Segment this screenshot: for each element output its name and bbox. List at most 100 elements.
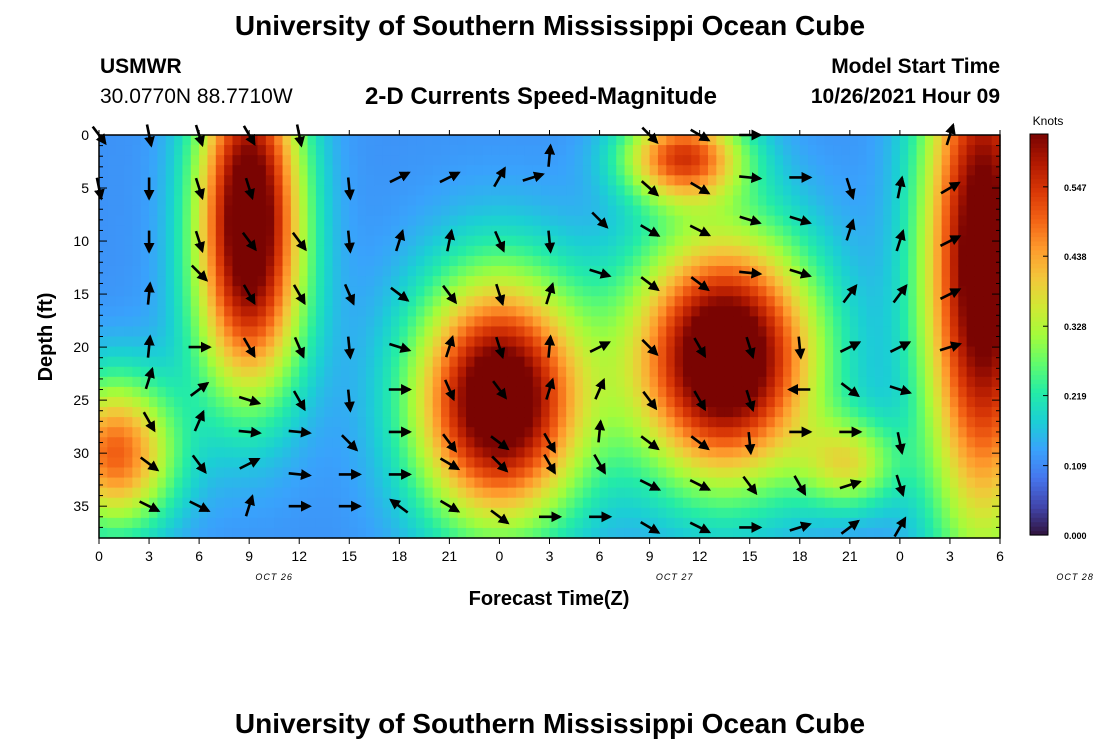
heatmap-cell (599, 235, 609, 247)
heatmap-cell (424, 487, 434, 499)
heatmap-cell (791, 306, 801, 317)
heatmap-cell (949, 507, 959, 519)
heatmap-cell (416, 437, 425, 448)
heatmap-cell (941, 195, 951, 207)
heatmap-cell (107, 276, 117, 287)
heatmap-cell (274, 376, 284, 388)
heatmap-cell (699, 245, 709, 257)
heatmap-cell (474, 175, 484, 186)
heatmap-cell (866, 265, 876, 277)
heatmap-cell (107, 517, 117, 529)
heatmap-cell (983, 135, 993, 146)
heatmap-cell (574, 165, 584, 176)
heatmap-cell (315, 477, 325, 489)
y-tick-label: 35 (73, 498, 89, 514)
heatmap-cell (524, 235, 534, 247)
heatmap-cell (991, 185, 1001, 197)
heatmap-cell (749, 296, 759, 307)
heatmap-cell (708, 255, 717, 267)
heatmap-cell (733, 235, 742, 247)
heatmap-cell (958, 447, 968, 458)
heatmap-cell (257, 467, 267, 479)
heatmap-cell (641, 286, 651, 297)
heatmap-cell (524, 467, 534, 479)
heatmap-cell (182, 407, 192, 418)
heatmap-cell (941, 356, 951, 368)
heatmap-cell (733, 396, 742, 408)
heatmap-cell (324, 527, 334, 539)
heatmap-cell (874, 286, 884, 297)
heatmap-cell (699, 205, 709, 217)
heatmap-cell (607, 336, 617, 348)
heatmap-cell (182, 155, 192, 166)
heatmap-cell (407, 407, 417, 418)
current-vector (892, 283, 908, 304)
heatmap-cell (899, 205, 909, 217)
heatmap-cell (290, 336, 300, 348)
heatmap-cell (557, 235, 567, 247)
heatmap-cell (432, 507, 442, 519)
heatmap-cell (666, 497, 676, 509)
heatmap-cell (290, 407, 300, 418)
heatmap-cell (933, 205, 943, 217)
heatmap-cell (632, 185, 642, 197)
heatmap-cell (357, 195, 367, 207)
colorbar-tick-label: 0.109 (1064, 462, 1087, 472)
heatmap-cell (582, 276, 592, 287)
heatmap-cell (390, 135, 400, 146)
heatmap-cell (641, 326, 651, 338)
heatmap-cell (607, 265, 617, 277)
heatmap-cell (949, 205, 959, 217)
heatmap-cell (516, 376, 526, 388)
heatmap-cell (841, 145, 851, 156)
heatmap-cell (799, 255, 809, 267)
heatmap-cell (899, 366, 909, 378)
heatmap-cell (682, 296, 692, 307)
heatmap-cell (874, 306, 884, 317)
heatmap-cell (390, 195, 400, 207)
heatmap-cell (632, 296, 642, 307)
heatmap-cell (649, 356, 659, 368)
current-vector (291, 231, 307, 252)
heatmap-cell (157, 467, 167, 479)
heatmap-cell (265, 265, 275, 277)
heatmap-cell (132, 366, 142, 378)
heatmap-cell (424, 336, 434, 348)
heatmap-cell (582, 497, 592, 509)
heatmap-cell (733, 135, 742, 146)
heatmap-cell (507, 366, 517, 378)
heatmap-cell (132, 477, 142, 489)
heatmap-cell (774, 407, 784, 418)
heatmap-cell (808, 417, 818, 428)
heatmap-cell (432, 386, 442, 398)
heatmap-cell (407, 235, 417, 247)
heatmap-cell (691, 427, 701, 438)
heatmap-cell (165, 215, 175, 227)
heatmap-cell (115, 215, 125, 227)
heatmap-cell (983, 195, 993, 207)
heatmap-cell (499, 276, 509, 287)
heatmap-cell (149, 396, 158, 408)
colorbar-step (1030, 191, 1048, 197)
heatmap-cell (924, 215, 934, 227)
heatmap-cell (883, 155, 893, 166)
colorbar-step (1030, 303, 1048, 309)
heatmap-cell (449, 205, 459, 217)
heatmap-cell (708, 427, 717, 438)
heatmap-cell (374, 487, 384, 499)
heatmap-cell (149, 376, 158, 388)
heatmap-cell (232, 265, 242, 277)
heatmap-cell (474, 497, 484, 509)
heatmap-cell (657, 145, 667, 156)
heatmap-cell (107, 346, 117, 358)
heatmap-cell (783, 265, 793, 277)
heatmap-cell (607, 296, 617, 307)
heatmap-cell (933, 165, 943, 176)
heatmap-cell (766, 366, 776, 378)
heatmap-cell (883, 386, 893, 398)
heatmap-cell (199, 165, 209, 176)
heatmap-cell (541, 316, 551, 328)
colorbar-step (1030, 485, 1048, 492)
heatmap-cell (399, 507, 409, 519)
heatmap-cell (641, 145, 651, 156)
